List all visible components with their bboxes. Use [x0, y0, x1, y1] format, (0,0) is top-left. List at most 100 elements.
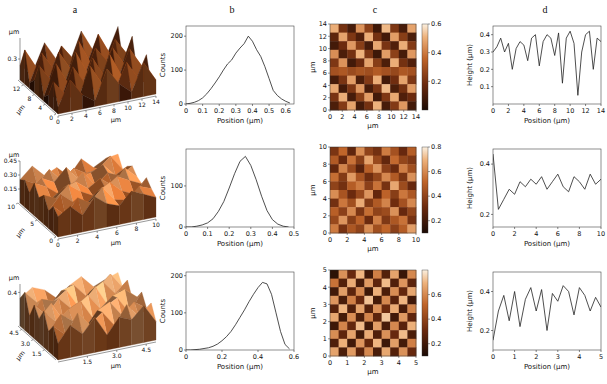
front-side — [132, 306, 144, 345]
map-cell — [382, 24, 391, 33]
map-cell — [364, 101, 373, 110]
map-cell — [399, 216, 408, 225]
line-chart: 02468100.20.4Position (μm)Height (μm) — [466, 149, 605, 248]
map-cell — [407, 101, 416, 110]
map-cell — [339, 216, 348, 225]
x-tick-label: 10 — [152, 221, 160, 228]
x-tick-label: 4 — [353, 113, 357, 121]
map-cell — [364, 279, 373, 288]
x-tick — [416, 356, 417, 358]
x-axis — [58, 96, 156, 116]
y-tick-label: 0 — [323, 229, 327, 237]
y-tick-label: 4 — [38, 104, 42, 111]
y-tick-label: 2 — [323, 318, 327, 326]
x-tick-label: 0.6 — [281, 107, 291, 115]
colorbar-tick — [428, 343, 430, 344]
map-cell — [356, 296, 365, 305]
map-cell — [347, 173, 356, 182]
map-cell — [390, 164, 399, 173]
front-side — [107, 317, 119, 350]
map-cell — [347, 347, 356, 356]
y-axis-label: μm — [309, 61, 317, 72]
map-cell — [373, 93, 382, 102]
y-axis-label: Height (μm) — [466, 44, 474, 86]
map-cell — [330, 181, 339, 190]
plot-area — [493, 154, 601, 209]
map-cell — [399, 24, 408, 33]
y-tick-label: 6 — [323, 178, 327, 186]
map-cell — [330, 296, 339, 305]
map-cell — [347, 216, 356, 225]
map-cell — [356, 101, 365, 110]
map-cell — [339, 287, 348, 296]
map-cell — [407, 41, 416, 50]
x-axis — [58, 342, 156, 362]
x-tick — [493, 227, 494, 229]
map-cell — [390, 190, 399, 199]
z-tick-label: 0.4 — [7, 289, 17, 296]
y-tick-label: 8 — [27, 95, 31, 102]
colorbar-tick — [428, 171, 430, 172]
axes-3d: 1.53.04.51.53.04.50.4μmμmμm — [7, 274, 156, 370]
x-tick — [416, 233, 417, 235]
map-cell — [390, 313, 399, 322]
map-cell — [390, 296, 399, 305]
map-cell — [364, 270, 373, 279]
map-cell — [330, 173, 339, 182]
x-tick — [222, 350, 223, 352]
y-tick-label: 0.2 — [480, 211, 490, 219]
front-side — [95, 317, 107, 352]
colorbar-tick-label: 0.6 — [431, 168, 441, 176]
map-cell — [382, 199, 391, 208]
x-tick-label: 14 — [152, 98, 160, 105]
map-cell — [390, 224, 399, 233]
x-tick — [366, 110, 367, 112]
x-tick — [557, 350, 558, 352]
y-tick — [184, 312, 186, 313]
plot-frame — [493, 272, 601, 350]
map-cell — [347, 304, 356, 313]
map-frame — [330, 147, 416, 233]
map-cell — [347, 67, 356, 76]
left-side — [49, 326, 54, 355]
y-axis-label: Height (μm) — [466, 290, 474, 332]
x-tick — [403, 110, 404, 112]
y-tick-label: 14 — [319, 20, 327, 28]
map-cell — [390, 279, 399, 288]
afm-map: 02468100246810μmμm0.20.40.60.8 — [309, 143, 441, 253]
x-tick — [398, 356, 399, 358]
map-cell — [347, 164, 356, 173]
x-tick-label: 2 — [506, 107, 510, 115]
x-tick-label: 6 — [556, 230, 560, 238]
map-cell — [382, 304, 391, 313]
y-tick-label: 6 — [323, 69, 327, 77]
x-tick — [601, 350, 602, 352]
x-tick — [536, 227, 537, 229]
map-cell — [347, 181, 356, 190]
x-tick-label: 0 — [328, 113, 332, 121]
x-axis-label: μm — [367, 122, 378, 130]
z-tick-label: 0.3 — [7, 55, 17, 62]
colorbar-tick — [428, 147, 430, 148]
map-cell — [407, 173, 416, 182]
map-cell — [407, 304, 416, 313]
line-chart: 024681012140.10.20.30.4Position (μm)Heig… — [466, 26, 605, 125]
y-tick-label: 5 — [30, 220, 34, 227]
map-cell — [407, 207, 416, 216]
map-cell — [356, 313, 365, 322]
y-tick-label: 5 — [323, 266, 327, 274]
map-cell — [356, 287, 365, 296]
x-tick-label: 0.5 — [289, 230, 299, 238]
plot-frame — [493, 26, 601, 104]
y-axis-label: Height (μm) — [466, 167, 474, 209]
left-side — [25, 180, 30, 211]
x-tick-label: 0 — [56, 118, 60, 125]
y-tick — [54, 114, 56, 115]
left-side — [20, 50, 25, 84]
surface-3d: 02468101214048120.3μmμmμm — [7, 26, 160, 125]
map-cell — [330, 101, 339, 110]
x-tick-label: 0.1 — [202, 230, 212, 238]
x-tick — [493, 350, 494, 352]
map-frame — [330, 24, 416, 110]
map-cell — [339, 173, 348, 182]
